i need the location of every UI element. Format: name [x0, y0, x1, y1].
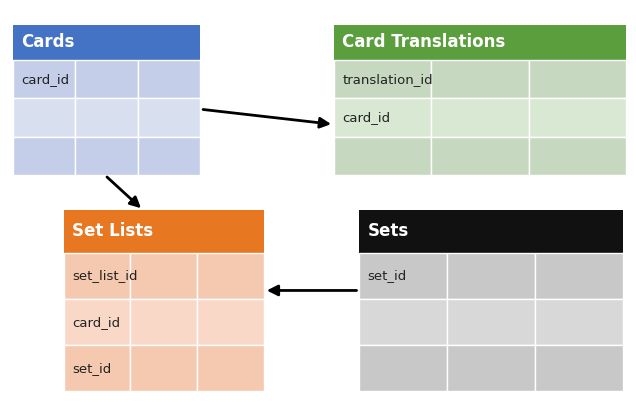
- Bar: [447, 253, 536, 299]
- Bar: [529, 60, 626, 98]
- Bar: [64, 345, 130, 391]
- Bar: [359, 210, 623, 253]
- Text: card_id: card_id: [72, 316, 120, 328]
- Text: Sets: Sets: [368, 222, 409, 241]
- Bar: [64, 253, 130, 299]
- Text: set_list_id: set_list_id: [72, 269, 137, 282]
- Bar: [130, 345, 197, 391]
- Text: card_id: card_id: [342, 111, 391, 124]
- Text: card_id: card_id: [21, 73, 69, 86]
- Text: Cards: Cards: [21, 33, 74, 52]
- Bar: [536, 345, 623, 391]
- Bar: [447, 299, 536, 345]
- Bar: [431, 60, 529, 98]
- Bar: [334, 60, 431, 98]
- Bar: [197, 299, 264, 345]
- Bar: [75, 98, 138, 137]
- Bar: [536, 299, 623, 345]
- Bar: [431, 137, 529, 175]
- Bar: [13, 137, 75, 175]
- Bar: [359, 299, 447, 345]
- Bar: [64, 299, 130, 345]
- Text: set_id: set_id: [72, 362, 111, 375]
- Bar: [334, 98, 431, 137]
- Bar: [138, 98, 200, 137]
- Bar: [75, 137, 138, 175]
- Bar: [138, 137, 200, 175]
- Bar: [13, 25, 200, 60]
- Text: set_id: set_id: [368, 269, 407, 282]
- Bar: [529, 98, 626, 137]
- Text: Card Translations: Card Translations: [342, 33, 506, 52]
- Bar: [130, 253, 197, 299]
- Bar: [359, 253, 447, 299]
- Bar: [536, 253, 623, 299]
- Bar: [359, 345, 447, 391]
- Bar: [334, 25, 626, 60]
- Bar: [197, 345, 264, 391]
- Bar: [529, 137, 626, 175]
- Bar: [75, 60, 138, 98]
- Bar: [197, 253, 264, 299]
- Bar: [447, 345, 536, 391]
- Bar: [431, 98, 529, 137]
- Bar: [130, 299, 197, 345]
- Bar: [13, 60, 75, 98]
- Bar: [334, 137, 431, 175]
- Text: translation_id: translation_id: [342, 73, 432, 86]
- Bar: [138, 60, 200, 98]
- Bar: [64, 210, 264, 253]
- Bar: [13, 98, 75, 137]
- Text: Set Lists: Set Lists: [72, 222, 153, 241]
